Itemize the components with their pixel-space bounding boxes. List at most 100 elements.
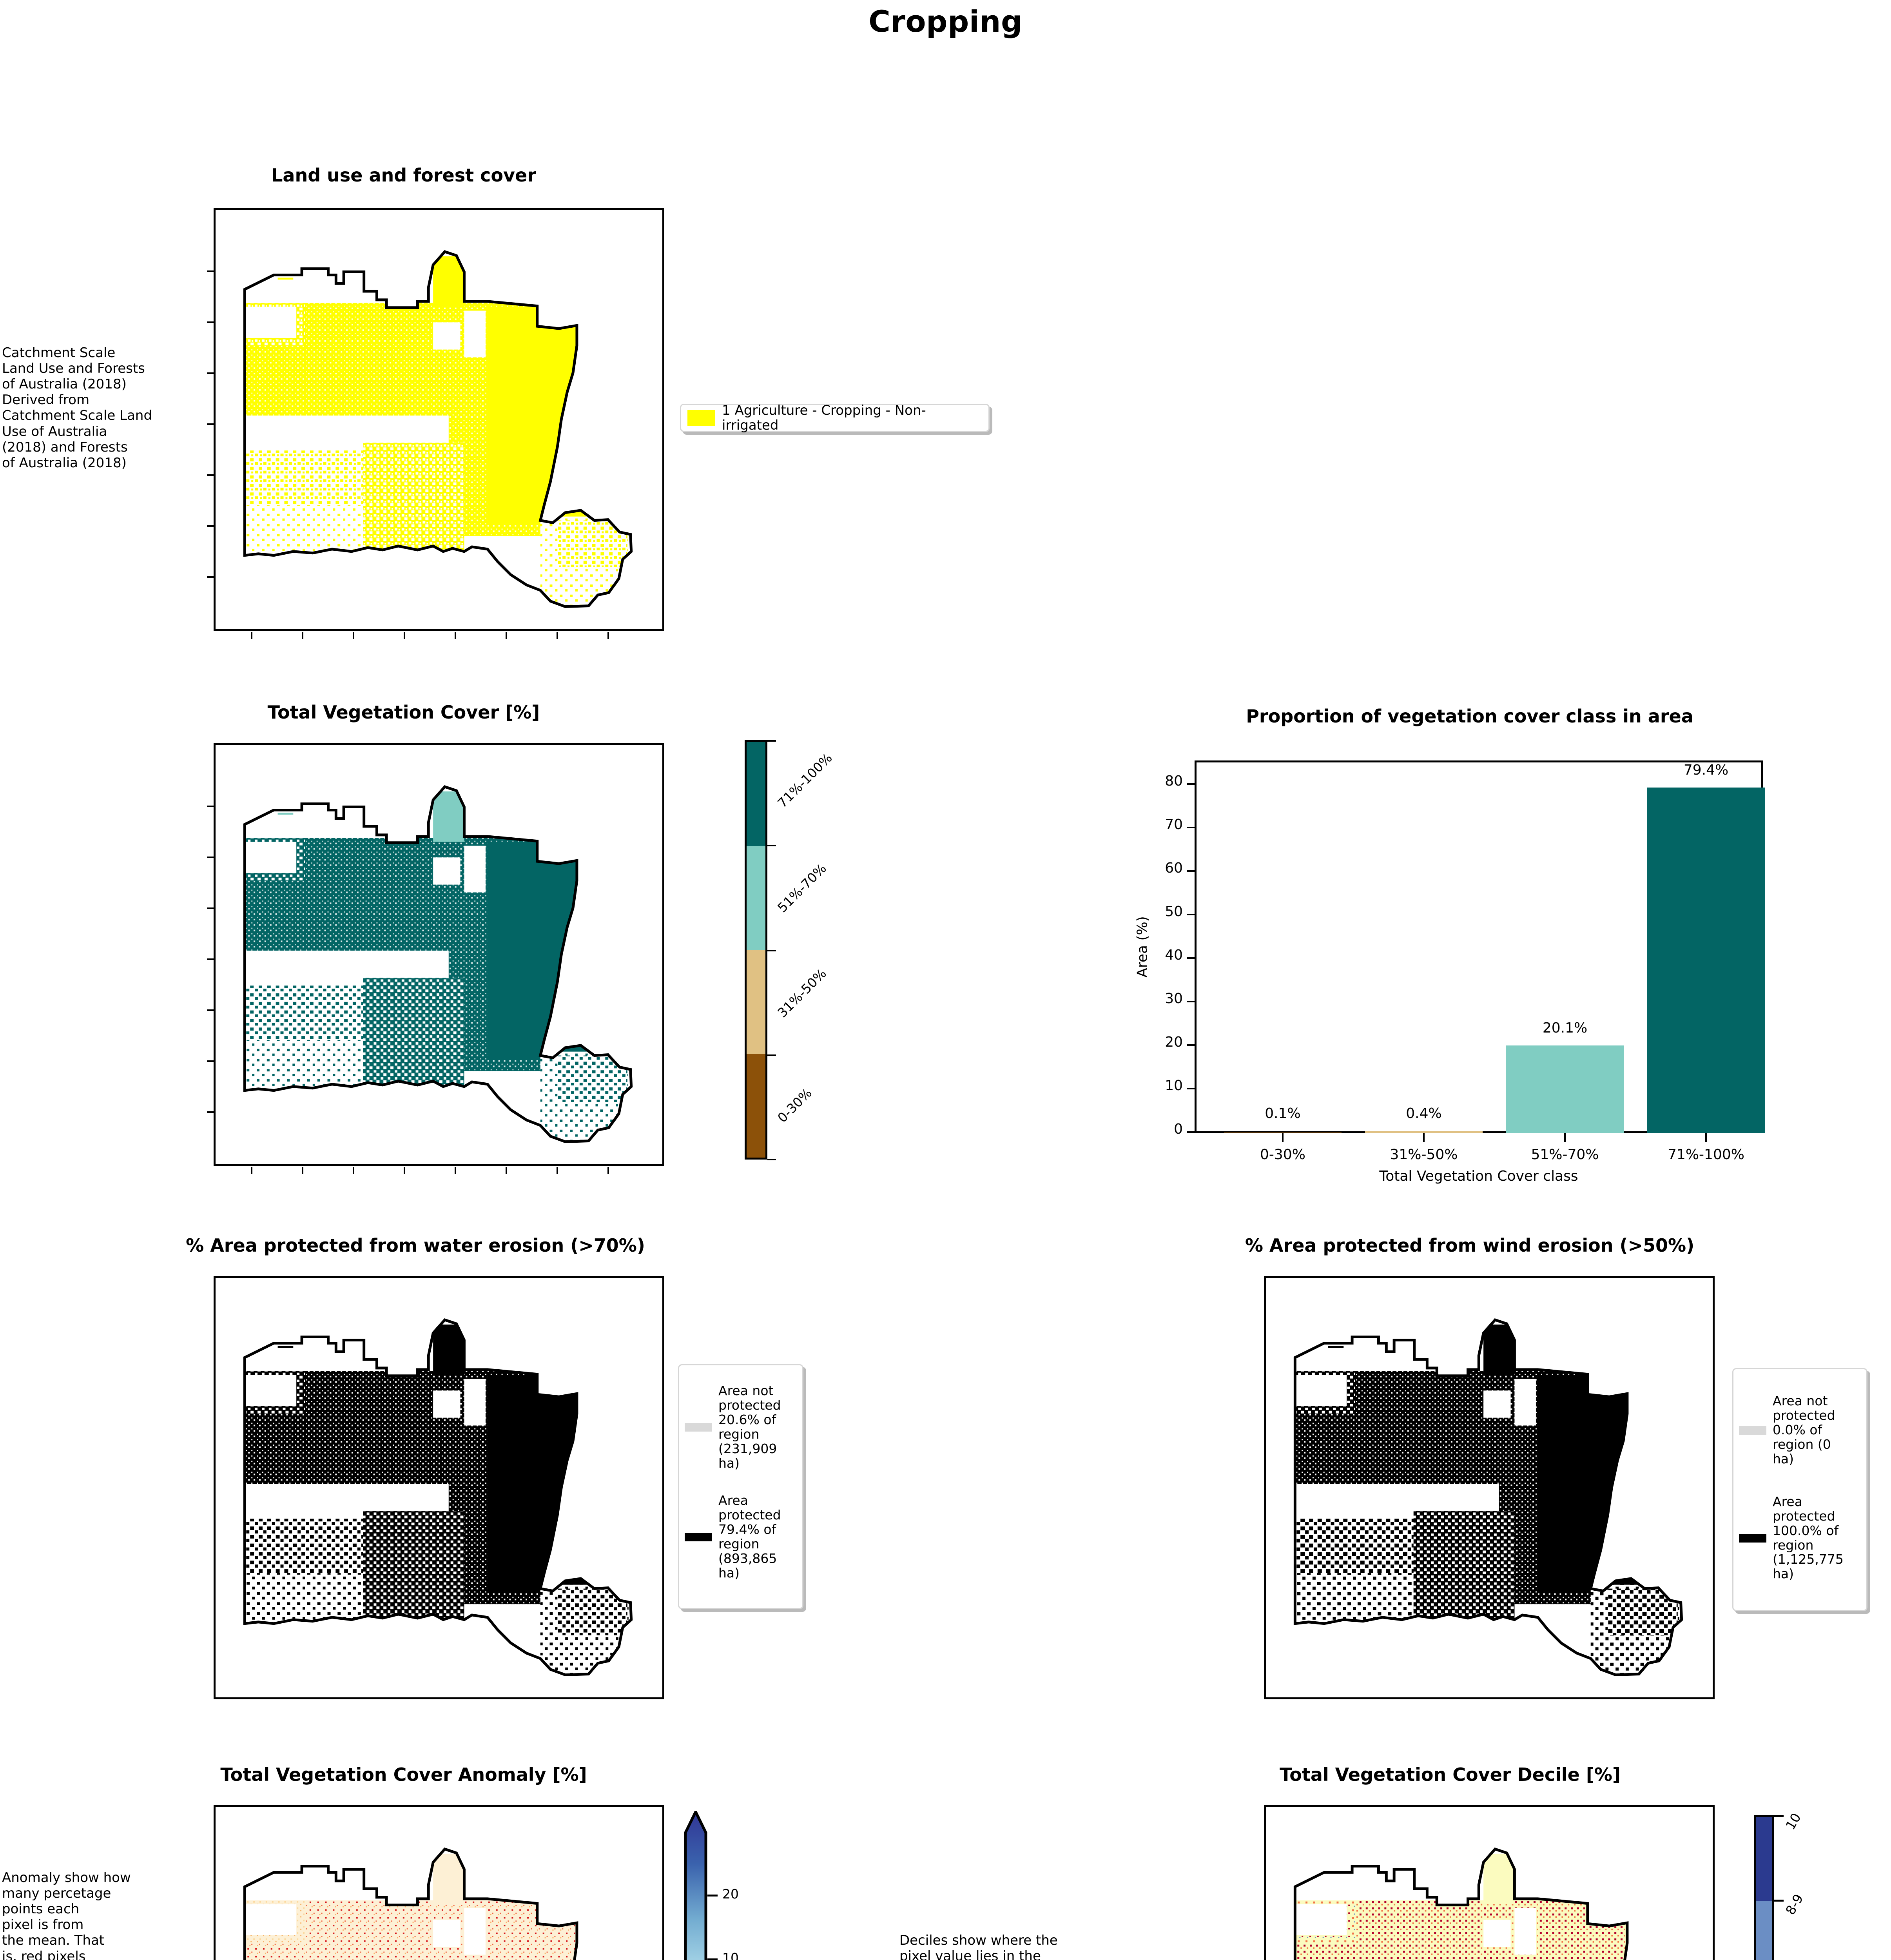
legend-label-not-protected: Area not protected 0.0% of region (0 ha) [1773,1393,1835,1466]
water-erosion-panel-title: % Area protected from water erosion (>70… [186,1235,645,1256]
chart-xtick-label: 51%-70% [1531,1147,1599,1163]
colorbar-tick [767,740,776,742]
anomaly-colorbar-graphic [684,1809,707,1960]
colorbar-label-51-70: 51%-70% [774,860,829,916]
total-veg-cover-panel-title: Total Vegetation Cover [%] [267,702,540,723]
anomaly-colorbar-label-20: 20 [722,1886,739,1902]
colorbar-tick [767,845,776,846]
axis-tick [207,907,214,909]
colorbar-seg-10 [1756,1817,1772,1901]
chart-ytick [1187,914,1195,915]
decile-colorbar-label-8-9: 8-9 [1782,1891,1806,1918]
legend-label-cropping: 1 Agriculture - Cropping - Non-irrigated [722,402,926,433]
wind-erosion-legend[interactable]: Area not protected 0.0% of region (0 ha)… [1732,1368,1867,1611]
chart-bar-31-50[interactable] [1365,1131,1483,1133]
colorbar-tick [1774,1900,1784,1902]
axis-tick [353,1167,354,1174]
chart-ytick-label: 80 [1165,773,1183,789]
legend-row-not-protected: Area not protected 0.0% of region (0 ha) [1739,1376,1861,1484]
page-title: Cropping [868,4,1023,39]
chart-bar-71-100[interactable] [1647,788,1765,1133]
axis-tick [207,372,214,374]
chart-bar-51-70[interactable] [1506,1045,1624,1133]
colorbar-label-71-100: 71%-100% [774,750,835,811]
chart-xtick-label: 71%-100% [1668,1147,1744,1163]
bar-chart[interactable]: 0 10 20 30 40 50 60 70 80 0.1% 0.4% 20.1… [1134,760,1803,1184]
legend-row-not-protected: Area not protected 20.6% of region (231,… [685,1372,797,1482]
chart-xaxis-label: Total Vegetation Cover class [1379,1168,1578,1184]
legend-label-protected: Area protected 100.0% of region (1,125,7… [1773,1494,1844,1582]
total-veg-cover-colorbar[interactable] [745,740,767,1160]
chart-bar-0-30[interactable] [1224,1132,1342,1133]
colorbar-seg-31-50 [747,950,765,1054]
decile-colorbar-label-10: 10 [1782,1810,1804,1833]
axis-tick [506,1167,507,1174]
decile-map-graphic [1293,1847,1682,1960]
bar-chart-title: Proportion of vegetation cover class in … [1246,706,1693,727]
chart-ytick-label: 20 [1165,1034,1183,1050]
chart-xtick [1282,1133,1284,1142]
chart-bar-value-71-100: 79.4% [1683,762,1729,778]
decile-colorbar[interactable] [1754,1815,1774,1960]
chart-ytick [1187,1001,1195,1002]
chart-ytick [1187,1131,1195,1133]
chart-ytick-label: 10 [1165,1078,1183,1094]
axis-tick [557,1167,558,1174]
axis-tick [207,270,214,272]
axis-tick [251,632,252,639]
wind-erosion-map[interactable] [1264,1276,1715,1699]
chart-ytick-label: 40 [1165,947,1183,963]
colorbar-seg-71-100 [747,742,765,846]
axis-tick [404,1167,405,1174]
colorbar-seg-51-70 [747,846,765,950]
chart-xtick [1423,1133,1425,1142]
chart-xtick-label: 0-30% [1260,1147,1305,1163]
wind-erosion-panel-title: % Area protected from wind erosion (>50%… [1245,1235,1695,1256]
anomaly-panel-title: Total Vegetation Cover Anomaly [%] [220,1764,587,1785]
anomaly-side-note: Anomaly show how many percetage points e… [2,1870,131,1960]
axis-tick [404,632,405,639]
decile-panel-title: Total Vegetation Cover Decile [%] [1279,1764,1621,1785]
chart-ytick [1187,827,1195,828]
axis-tick [207,576,214,578]
legend-row-protected: Area protected 100.0% of region (1,125,7… [1739,1484,1861,1592]
axis-tick [353,632,354,639]
chart-ytick [1187,957,1195,959]
axis-tick [251,1167,252,1174]
legend-label-protected: Area protected 79.4% of region (893,865 … [718,1493,781,1581]
axis-tick [455,632,456,639]
legend-swatch-not-protected [685,1423,712,1432]
water-erosion-legend[interactable]: Area not protected 20.6% of region (231,… [678,1364,803,1609]
chart-bar-value-0-30: 0.1% [1265,1105,1301,1122]
chart-ytick-label: 60 [1165,860,1183,876]
chart-yaxis-label: Area (%) [1134,916,1151,978]
total-veg-cover-map[interactable] [214,743,664,1166]
legend-swatch-not-protected [1739,1426,1766,1435]
land-use-side-note: Catchment Scale Land Use and Forests of … [2,345,152,471]
axis-tick [455,1167,456,1174]
anomaly-map[interactable] [214,1805,664,1960]
anomaly-colorbar[interactable] [684,1809,707,1960]
axis-tick [207,1009,214,1011]
colorbar-tick [767,1054,776,1056]
land-use-map[interactable] [214,208,664,631]
land-use-legend[interactable]: 1 Agriculture - Cropping - Non-irrigated [680,402,990,433]
colorbar-tick [767,950,776,951]
legend-label-not-protected: Area not protected 20.6% of region (231,… [718,1383,781,1471]
chart-ytick [1187,783,1195,785]
legend-row-protected: Area protected 79.4% of region (893,865 … [685,1482,797,1592]
water-erosion-map[interactable] [214,1276,664,1699]
axis-tick [207,423,214,425]
axis-tick [207,525,214,527]
decile-side-note: Deciles show where the pixel value lies … [899,1933,1058,1960]
chart-ytick [1187,870,1195,872]
axis-tick [207,474,214,476]
colorbar-seg-8-9 [1756,1901,1772,1960]
decile-map[interactable] [1264,1805,1715,1960]
axis-tick [302,632,303,639]
anomaly-map-graphic [243,1847,631,1960]
chart-axis-left [1195,760,1197,1133]
chart-ytick-label: 50 [1165,904,1183,920]
axis-tick [207,321,214,323]
axis-tick [207,958,214,960]
